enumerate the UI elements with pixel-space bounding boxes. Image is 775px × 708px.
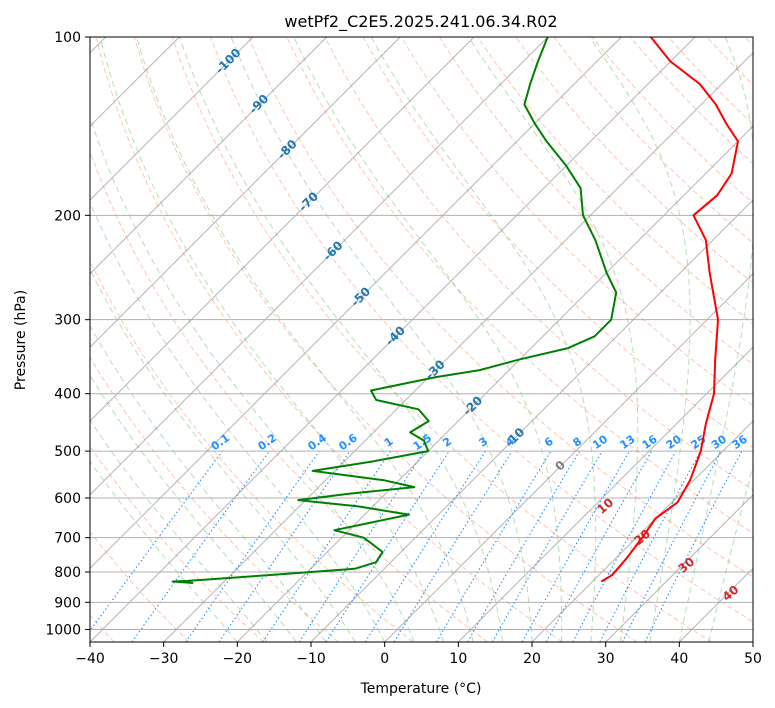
x-axis-ticks: −40 −30 −20 −10 0 10 20 30 40 50 [75, 642, 762, 667]
isotherm-line [384, 273, 753, 642]
y-tick-label: 400 [54, 387, 81, 403]
dry-adiabat-line [248, 37, 753, 578]
temperature-line [600, 37, 739, 583]
mixing-ratio-line [131, 450, 270, 642]
isotherm-line [163, 52, 753, 642]
x-tick-label: 20 [523, 651, 541, 667]
isotherm-line [236, 125, 753, 642]
dewpoint-line [171, 37, 618, 584]
mixing-ratio-line [298, 450, 425, 642]
x-tick-label: 40 [670, 651, 688, 667]
moist-adiabat-line [136, 37, 474, 642]
dry-adiabat-line [438, 37, 753, 366]
dry-adiabat-line [90, 445, 264, 642]
x-tick-label: −10 [296, 651, 326, 667]
dry-adiabat-line [210, 37, 753, 623]
dry-adiabat-line [90, 531, 190, 642]
isotherm-line [90, 37, 475, 422]
mixing-ratio-line [572, 450, 677, 642]
x-tick-label: 50 [744, 651, 762, 667]
isotherm-line [605, 494, 753, 642]
profile-lines [171, 37, 739, 584]
x-tick-label: 10 [449, 651, 467, 667]
dry-adiabat-line [400, 37, 753, 407]
dry-adiabat-line [90, 356, 339, 642]
y-axis-ticks: 100 200 300 400 500 600 700 800 900 1000 [45, 30, 90, 638]
mixing-ratio-line [90, 450, 223, 632]
mixing-ratio-line [521, 450, 630, 642]
y-tick-label: 900 [54, 595, 81, 611]
y-tick-label: 600 [54, 491, 81, 507]
dry-adiabat-line [90, 259, 414, 642]
isotherm-line [90, 37, 622, 569]
x-tick-label: −20 [223, 651, 253, 667]
y-axis-label: Pressure (hPa) [13, 290, 29, 390]
moist-adiabat-line [90, 419, 268, 642]
isotherm-line [90, 37, 328, 275]
moist-adiabat-line [90, 324, 327, 642]
y-tick-label: 100 [54, 30, 81, 46]
moist-adiabat-line [467, 37, 639, 642]
moist-adiabat-line [230, 37, 533, 642]
dry-adiabat-line [90, 150, 488, 642]
isotherm-line [90, 37, 549, 496]
dry-adiabat-line [324, 37, 753, 491]
isotherm-line [531, 420, 753, 642]
moist-adiabat-line [370, 37, 597, 642]
background-lines [90, 37, 753, 642]
mixing-ratio-line [393, 450, 513, 642]
dry-adiabat-line [515, 37, 753, 284]
mixing-ratio-line [262, 450, 392, 642]
chart-title: wetPf2_C2E5.2025.241.06.34.R02 [284, 12, 557, 32]
isotherm-line [90, 37, 254, 201]
moist-adiabat-line [678, 37, 753, 642]
moist-adiabat-line [293, 37, 563, 642]
y-tick-label: 1000 [45, 622, 81, 638]
y-tick-label: 200 [54, 208, 81, 224]
dry-adiabat-line [171, 37, 712, 642]
isotherm-line [457, 346, 753, 642]
x-tick-label: −40 [75, 651, 105, 667]
x-axis-label: Temperature (°C) [360, 681, 482, 697]
y-tick-label: 500 [54, 444, 81, 460]
moist-adiabat-line [90, 268, 356, 642]
moist-adiabat-line [708, 463, 753, 642]
y-tick-label: 300 [54, 313, 81, 329]
moist-adiabat-line [90, 374, 297, 642]
y-tick-label: 700 [54, 531, 81, 547]
dry-adiabat-line [95, 37, 563, 642]
x-tick-label: 30 [597, 651, 615, 667]
isotherm-line [310, 199, 753, 642]
mixing-ratio-line [185, 450, 320, 642]
moist-adiabat-line [90, 200, 386, 642]
mixing-ratio-line [325, 450, 450, 642]
moist-adiabat-line [99, 37, 445, 642]
mixing-ratio-line [545, 450, 653, 642]
x-tick-label: −30 [149, 651, 179, 667]
isotherm-line [90, 37, 696, 642]
plot-area: -100-90-80-70-60-50-40-30-20-100 1020304… [90, 37, 753, 642]
plot-frame [89, 36, 754, 643]
x-tick-label: 0 [380, 651, 389, 667]
moist-adiabat-line [90, 460, 238, 642]
isotherm-line [90, 37, 401, 348]
mixing-ratio-line [218, 450, 351, 642]
moist-adiabat-line [589, 37, 691, 642]
mixing-ratio-line [644, 450, 743, 642]
moist-adiabat-line [179, 37, 503, 642]
moist-adiabat-line [90, 115, 415, 642]
dry-adiabat-line [133, 37, 638, 642]
y-tick-label: 800 [54, 565, 81, 581]
